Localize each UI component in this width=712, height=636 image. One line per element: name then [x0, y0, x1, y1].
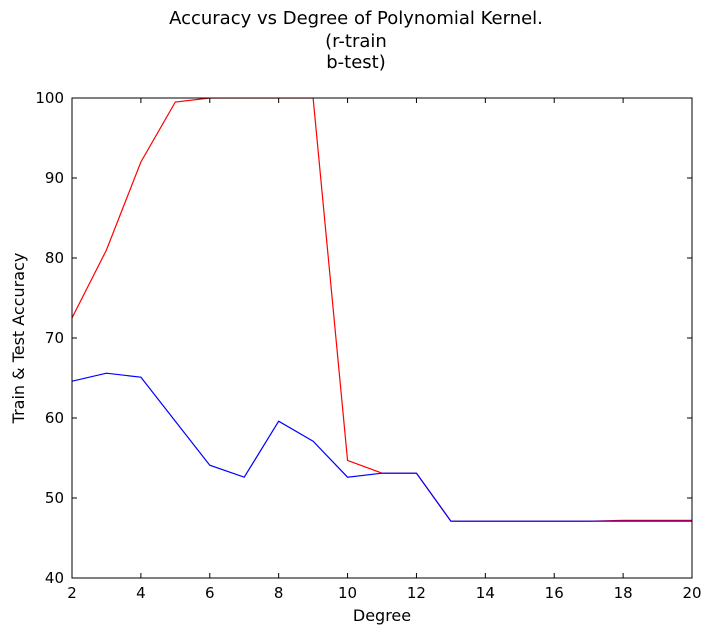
y-tick-label: 70 [45, 329, 64, 347]
x-tick-label: 6 [205, 584, 215, 602]
y-tick-label: 80 [45, 249, 64, 267]
x-axis-label: Degree [353, 606, 411, 625]
x-tick-label: 4 [136, 584, 146, 602]
y-tick-label: 40 [45, 569, 64, 587]
test-series-line [72, 372, 692, 522]
ticks-layer: 2 4 6 8 10 12 14 16 18 20 40 50 60 70 80 90 100 [35, 89, 701, 602]
x-tick-label: 10 [338, 584, 357, 602]
x-tick-label: 16 [545, 584, 564, 602]
x-tick-label: 20 [682, 584, 701, 602]
y-tick-label: 60 [45, 409, 64, 427]
y-tick-label: 50 [45, 489, 64, 507]
y-tick-label: 100 [35, 89, 64, 107]
chart-title-line-1: Accuracy vs Degree of Polynomial Kernel. [169, 8, 543, 29]
y-tick-label: 90 [45, 169, 64, 187]
x-tick-label: 2 [67, 584, 77, 602]
x-tick-label: 18 [614, 584, 633, 602]
train-series-line [72, 98, 692, 522]
x-tick-label: 8 [274, 584, 284, 602]
chart-title-line-3: b-test) [326, 52, 386, 73]
series-layer [72, 98, 692, 522]
plot-frame [71, 97, 693, 579]
y-axis-label: Train & Test Accuracy [9, 253, 28, 425]
chart-title-line-2: (r-train [325, 31, 387, 52]
x-tick-label: 14 [476, 584, 495, 602]
x-tick-label: 12 [407, 584, 426, 602]
